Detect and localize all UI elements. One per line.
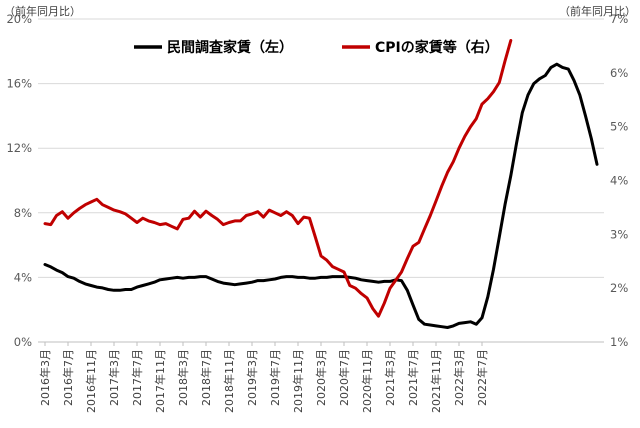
- series-line-cpi-rent: [43, 39, 513, 318]
- legend: 民間調査家賃（左） CPIの家賃等（右）: [134, 39, 499, 56]
- left-tick-label: 4%: [14, 270, 32, 284]
- x-tick-label: 2019年3月: [245, 349, 259, 406]
- x-tick-label: 2020年11月: [360, 349, 374, 413]
- x-tick-label: 2017年7月: [130, 349, 144, 406]
- right-tick-label: 5%: [610, 120, 628, 134]
- x-tick-label: 2021年11月: [429, 349, 443, 413]
- legend-label-private-rent: 民間調査家賃（左）: [167, 39, 293, 56]
- left-axis-unit: （前年同月比）: [4, 4, 81, 18]
- left-tick-label: 12%: [6, 141, 32, 155]
- x-tick-label: 2019年11月: [291, 349, 305, 413]
- x-tick-label: 2017年3月: [107, 349, 121, 406]
- x-tick-label: 2020年7月: [337, 349, 351, 406]
- x-tick-label: 2022年7月: [475, 349, 489, 406]
- x-tick-label: 2016年7月: [61, 349, 75, 406]
- right-tick-label: 1%: [610, 335, 628, 349]
- x-tick-label: 2022年3月: [452, 349, 466, 406]
- x-tick-label: 2016年3月: [38, 349, 52, 406]
- series-lines: [43, 39, 599, 329]
- x-tick-label: 2021年7月: [406, 349, 420, 406]
- x-tick-label: 2017年11月: [153, 349, 167, 413]
- x-tick-label: 2019年7月: [268, 349, 282, 406]
- left-tick-label: 0%: [14, 335, 32, 349]
- left-axis-ticks: 0% 4% 8% 12% 16% 20%: [6, 12, 32, 349]
- x-axis-ticks: 2016年3月 2016年7月 2016年11月 2017年3月 2017年7月 2017…: [38, 342, 489, 413]
- legend-label-cpi-rent: CPIの家賃等（右）: [375, 39, 499, 56]
- right-tick-label: 6%: [610, 66, 628, 80]
- x-tick-label: 2016年11月: [84, 349, 98, 413]
- gridlines: [38, 18, 604, 278]
- left-tick-label: 20%: [6, 12, 32, 26]
- series-line-private-rent: [43, 62, 599, 329]
- x-tick-label: 2018年7月: [199, 349, 213, 406]
- right-axis-unit: （前年同月比）: [559, 4, 636, 18]
- x-tick-label: 2018年11月: [222, 349, 236, 413]
- left-tick-label: 16%: [6, 77, 32, 91]
- x-tick-label: 2021年3月: [383, 349, 397, 406]
- right-tick-label: 2%: [610, 281, 628, 295]
- x-tick-label: 2020年3月: [314, 349, 328, 406]
- right-tick-label: 3%: [610, 227, 628, 241]
- right-tick-label: 7%: [610, 12, 628, 26]
- right-tick-label: 4%: [610, 174, 628, 188]
- left-tick-label: 8%: [14, 206, 32, 220]
- x-tick-label: 2018年3月: [176, 349, 190, 406]
- right-axis-ticks: 1% 2% 3% 4% 5% 6% 7%: [610, 12, 628, 349]
